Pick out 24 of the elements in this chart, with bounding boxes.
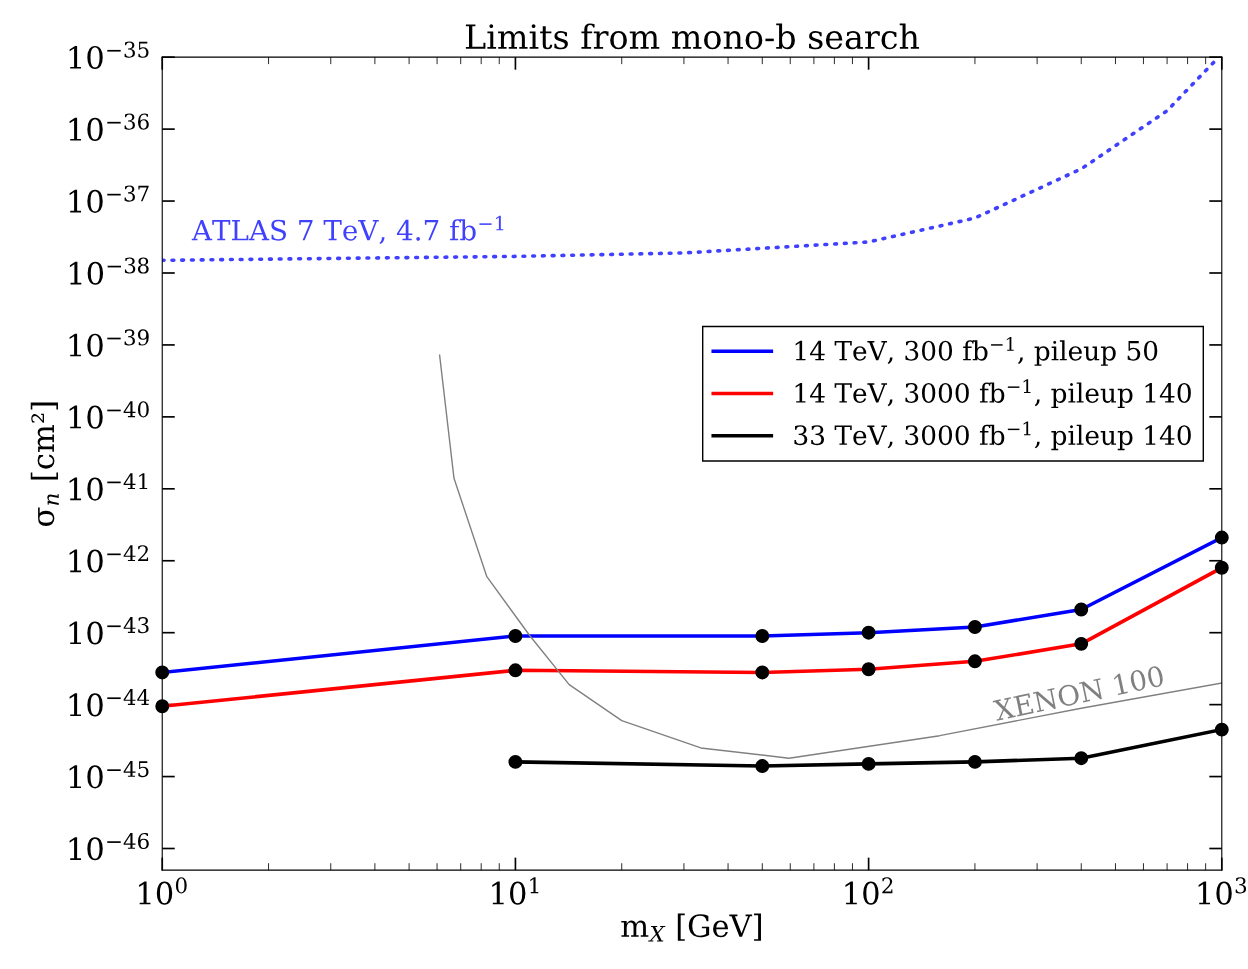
legend-label: 14 TeV, 300 fb$^{−1}$, pileup 50 bbox=[795, 337, 1158, 366]
annotation: XENON 100 bbox=[992, 665, 1165, 722]
y-tick-label: 10$^{−45}$ bbox=[69, 760, 149, 789]
y-tick-label: 10$^{−36}$ bbox=[69, 113, 149, 141]
y-tick-label: 10$^{−37}$ bbox=[69, 185, 149, 213]
y-tick-label: 10$^{−40}$ bbox=[69, 401, 149, 429]
x-tick-label: 10$^{1}$ bbox=[492, 877, 539, 905]
y-tick-label: 10$^{−38}$ bbox=[69, 257, 149, 285]
y-tick-label: 10$^{−35}$ bbox=[69, 41, 149, 69]
y-axis-title: σ$_{n}$ [cm²] bbox=[30, 402, 59, 526]
annotation: ATLAS 7 TeV, 4.7 fb$^{−1}$ bbox=[191, 215, 504, 245]
x-axis-title: m$_{X}$ [GeV] bbox=[621, 913, 761, 942]
y-tick-label: 10$^{−39}$ bbox=[69, 329, 149, 357]
legend-label: 14 TeV, 3000 fb$^{−1}$, pileup 140 bbox=[795, 379, 1191, 409]
x-tick-label: 10$^{0}$ bbox=[139, 877, 187, 905]
legend-label: 33 TeV, 3000 fb$^{−1}$, pileup 140 bbox=[794, 421, 1191, 451]
y-tick-label: 10$^{−43}$ bbox=[69, 617, 149, 645]
y-tick-label: 10$^{−42}$ bbox=[69, 545, 149, 573]
chart-title: Limits from mono-b search bbox=[465, 23, 920, 50]
y-tick-label: 10$^{−44}$ bbox=[69, 689, 150, 717]
x-tick-label: 10$^{3}$ bbox=[1198, 877, 1247, 905]
x-tick-label: 10$^{2}$ bbox=[845, 877, 893, 905]
y-tick-label: 10$^{−46}$ bbox=[69, 832, 149, 861]
y-tick-label: 10$^{−41}$ bbox=[69, 473, 148, 501]
